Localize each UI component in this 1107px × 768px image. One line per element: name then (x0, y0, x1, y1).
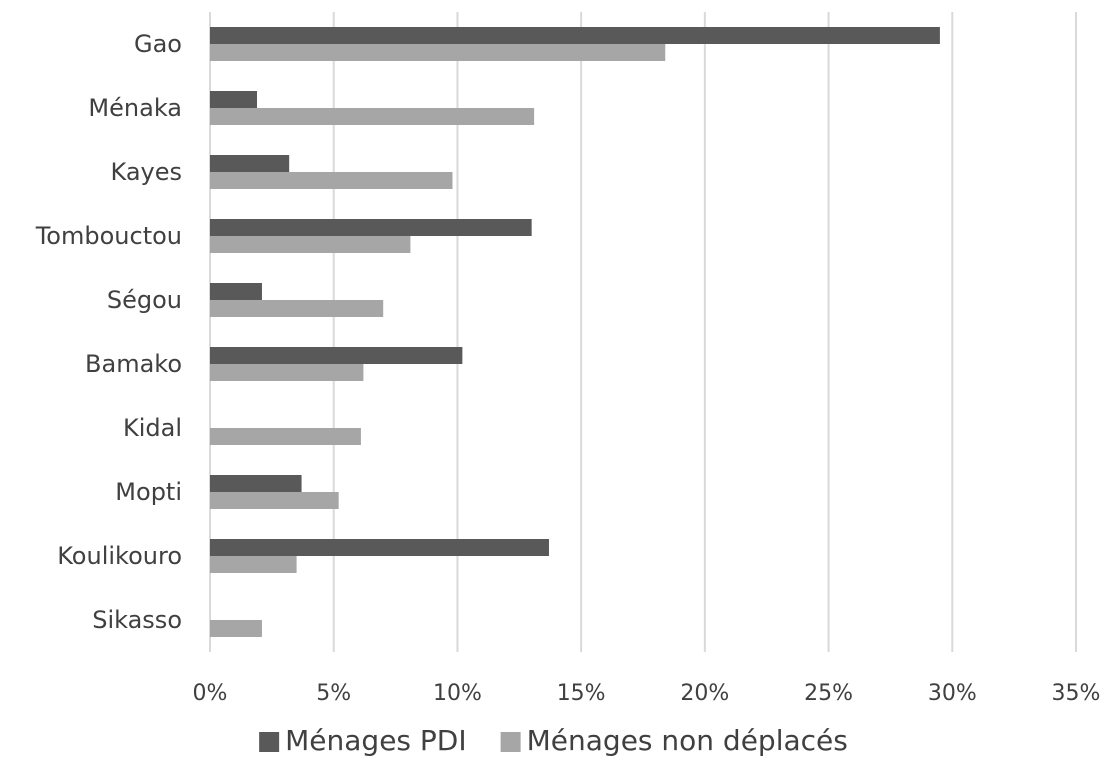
bar-pdi-8 (210, 539, 549, 556)
category-label: Gao (134, 30, 182, 58)
bar-non-deplaces-0 (210, 44, 666, 61)
bar-pdi-2 (210, 155, 290, 172)
legend-swatch (259, 732, 280, 752)
bar-pdi-5 (210, 347, 463, 364)
category-label: Ségou (107, 286, 182, 314)
legend-swatch (500, 732, 521, 752)
x-tick-label: 35% (1052, 681, 1101, 706)
bar-non-deplaces-3 (210, 236, 411, 253)
category-label: Tombouctou (35, 222, 182, 250)
bar-non-deplaces-6 (210, 428, 361, 445)
bar-non-deplaces-5 (210, 364, 364, 381)
x-tick-label: 10% (433, 681, 482, 706)
x-tick-label: 0% (193, 681, 228, 706)
bar-non-deplaces-9 (210, 620, 262, 637)
bar-pdi-0 (210, 27, 940, 44)
legend: Ménages PDI Ménages non déplacés (259, 724, 848, 757)
category-label: Sikasso (92, 606, 182, 634)
x-tick-label: 30% (928, 681, 977, 706)
bars (210, 27, 940, 637)
x-tick-label: 20% (680, 681, 729, 706)
category-label: Kayes (111, 158, 183, 186)
bar-non-deplaces-2 (210, 172, 453, 189)
legend-item: Ménages non déplacés (500, 724, 848, 757)
legend-item: Ménages PDI (259, 724, 467, 757)
bar-non-deplaces-7 (210, 492, 339, 509)
category-label: Bamako (85, 350, 182, 378)
category-label: Mopti (115, 478, 182, 506)
category-label: Ménaka (88, 94, 182, 122)
x-tick-label: 25% (804, 681, 853, 706)
legend-label: Ménages non déplacés (527, 724, 848, 757)
category-label: Koulikouro (57, 542, 182, 570)
bar-non-deplaces-4 (210, 300, 384, 317)
category-label: Kidal (123, 414, 182, 442)
bar-pdi-7 (210, 475, 302, 492)
x-tick-labels: 0% 5% 10% 15% 20% 25% 30% 35% (193, 681, 1101, 706)
bar-non-deplaces-1 (210, 108, 535, 125)
bar-pdi-4 (210, 283, 262, 300)
category-labels: Gao Ménaka Kayes Tombouctou Ségou Bamako Kidal… (35, 30, 182, 634)
x-tick-label: 15% (557, 681, 606, 706)
legend-label: Ménages PDI (285, 724, 466, 757)
bar-pdi-3 (210, 219, 532, 236)
bar-pdi-1 (210, 91, 258, 108)
bar-non-deplaces-8 (210, 556, 297, 573)
x-tick-label: 5% (316, 681, 351, 706)
